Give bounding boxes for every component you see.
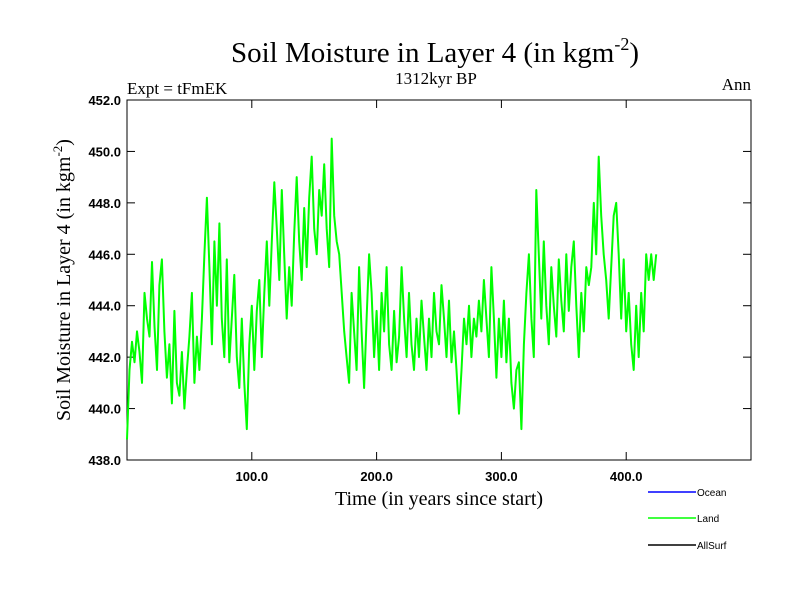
- y-axis: 438.0 440.0 442.0 444.0 446.0 448.0 450.0 452.0: [88, 93, 751, 468]
- x-tick-label: 100.0: [236, 469, 269, 484]
- series-line-land: [126, 137, 658, 440]
- plot-frame: [126, 99, 752, 461]
- legend-label-land: Land: [697, 514, 719, 525]
- series-group: [126, 137, 658, 440]
- x-tick-label: 400.0: [610, 469, 643, 484]
- y-tick-label: 438.0: [88, 453, 121, 468]
- y-axis-label: Soil Moisture in Layer 4 (in kgm-2): [50, 139, 75, 421]
- legend: Ocean Land AllSurf: [648, 488, 727, 552]
- y-tick-label: 446.0: [88, 247, 121, 262]
- y-tick-label: 440.0: [88, 402, 121, 417]
- season-label: Ann: [722, 75, 752, 94]
- legend-label-allsurf: AllSurf: [697, 541, 727, 552]
- x-tick-label: 300.0: [485, 469, 518, 484]
- y-tick-label: 442.0: [88, 350, 121, 365]
- x-axis: 100.0 200.0 300.0 400.0: [236, 100, 643, 484]
- legend-label-ocean: Ocean: [697, 488, 726, 499]
- x-tick-label: 200.0: [360, 469, 393, 484]
- y-tick-label: 444.0: [88, 299, 121, 314]
- x-axis-label: Time (in years since start): [335, 488, 543, 510]
- y-tick-label: 450.0: [88, 144, 121, 159]
- experiment-label: Expt = tFmEK: [127, 79, 228, 98]
- chart-title: Soil Moisture in Layer 4 (in kgm-2): [231, 34, 639, 69]
- chart-subtitle: 1312kyr BP: [395, 69, 477, 88]
- y-tick-label: 448.0: [88, 196, 121, 211]
- y-tick-label: 452.0: [88, 93, 121, 108]
